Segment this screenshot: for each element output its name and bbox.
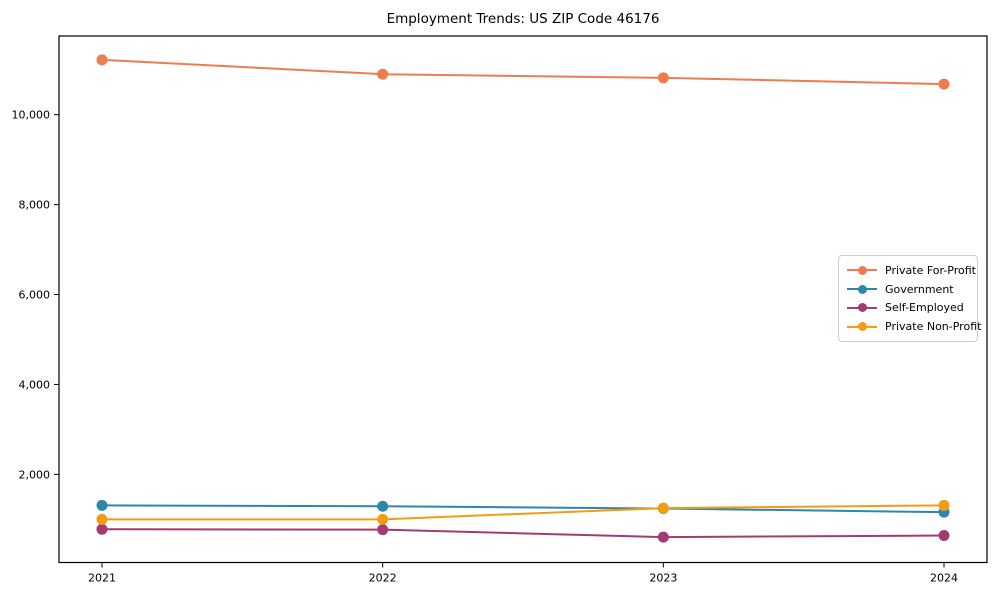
y-tick-label: 10,000 xyxy=(12,109,51,122)
data-point xyxy=(377,68,389,80)
legend-marker-private-non-profit xyxy=(847,322,877,332)
legend-marker-self-employed xyxy=(847,303,877,313)
x-tick-label: 2021 xyxy=(88,572,116,585)
data-point xyxy=(938,499,950,511)
legend-label: Government xyxy=(885,282,954,296)
series-line-government xyxy=(101,504,945,514)
series-line-private-non-profit xyxy=(102,504,945,521)
chart-title: Employment Trends: US ZIP Code 46176 xyxy=(386,11,660,27)
data-point xyxy=(657,72,669,84)
data-point xyxy=(657,502,669,514)
legend-item-government: Government xyxy=(847,283,969,296)
legend-marker-government xyxy=(847,284,877,294)
legend-item-self-employed: Self-Employed xyxy=(847,301,969,314)
legend-label: Private For-Profit xyxy=(885,263,976,277)
y-tick-label: 2,000 xyxy=(19,468,51,481)
y-tick-label: 4,000 xyxy=(19,378,51,391)
plot-frame xyxy=(58,35,988,564)
data-point xyxy=(96,513,108,525)
legend-item-private-for-profit: Private For-Profit xyxy=(847,264,976,277)
legend: Private For-Profit Government Self-Emplo… xyxy=(838,255,981,342)
x-tick-label: 2022 xyxy=(369,572,397,585)
series-line-self-employed xyxy=(101,528,945,539)
x-tick-label: 2023 xyxy=(649,572,677,585)
data-point xyxy=(938,78,950,90)
legend-label: Self-Employed xyxy=(885,301,964,315)
legend-item-private-non-profit: Private Non-Profit xyxy=(847,320,981,333)
y-tick-label: 6,000 xyxy=(19,289,51,302)
data-point xyxy=(377,500,389,512)
data-point xyxy=(938,530,950,542)
series-line-private-for-profit xyxy=(101,58,945,86)
x-tick-label: 2024 xyxy=(930,572,958,585)
data-point xyxy=(377,524,389,536)
legend-label: Private Non-Profit xyxy=(885,320,982,334)
data-point xyxy=(96,499,108,511)
data-point xyxy=(377,513,389,525)
legend-marker-private-for-profit xyxy=(847,265,877,275)
data-point xyxy=(657,531,669,543)
y-tick-label: 8,000 xyxy=(19,199,51,212)
data-point xyxy=(96,54,108,66)
data-point xyxy=(96,523,108,535)
